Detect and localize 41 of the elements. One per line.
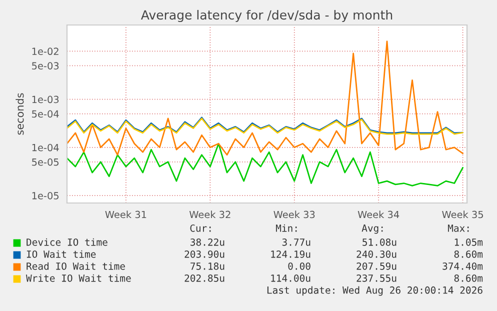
y-tick-label: 1e-03 [32, 96, 59, 104]
text: 124.19u [271, 250, 310, 258]
text: 203.90u [184, 250, 224, 258]
text: 207.59u [356, 262, 396, 270]
text: Avg: [362, 224, 383, 234]
x-tick-label: Week 35 [442, 210, 483, 218]
text: 374.40m [442, 262, 483, 270]
text: 8.60m [454, 250, 483, 258]
text: 1.05m [454, 238, 483, 246]
text: Last update: Wed Aug 26 20:00:14 2026 [267, 286, 482, 296]
line-series [67, 142, 464, 186]
legend-label: Read IO Wait time [26, 262, 125, 270]
y-tick-label: 1e-02 [32, 48, 58, 56]
y-tick-label: 1e-05 [32, 192, 59, 200]
line-series [67, 40, 464, 156]
text: 0.00 [288, 262, 310, 270]
legend-label: IO Wait time [26, 250, 96, 258]
legend-label: Write IO Wait time [26, 274, 131, 282]
text: 51.08u [362, 238, 396, 246]
y-tick-label: 1e-04 [32, 144, 59, 152]
y-tick-label: 5e-04 [32, 110, 59, 118]
text: 38.22u [190, 238, 224, 246]
chart-title: Average latency for /dev/sda - by month [140, 10, 392, 22]
text: 8.60m [454, 274, 483, 282]
text: 114.00u [271, 274, 310, 282]
x-tick-label: Week 33 [274, 210, 315, 218]
x-tick-label: Week 31 [105, 210, 146, 218]
legend-label: Device IO time [26, 238, 108, 246]
text: 240.30u [356, 250, 396, 258]
y-tick-label: 5e-03 [32, 62, 59, 70]
text: Max: [448, 224, 469, 232]
x-tick-label: Week 32 [189, 210, 230, 218]
text: Cur: [190, 224, 211, 232]
y-tick-label: 5e-05 [32, 158, 59, 166]
text: Min: [276, 224, 297, 232]
text: 202.85u [184, 274, 224, 282]
text: 3.77u [282, 238, 310, 246]
y-axis-title: seconds [16, 93, 24, 135]
x-tick-label: Week 34 [358, 210, 400, 218]
text: 75.18u [190, 262, 224, 270]
text: 237.55u [356, 274, 396, 282]
